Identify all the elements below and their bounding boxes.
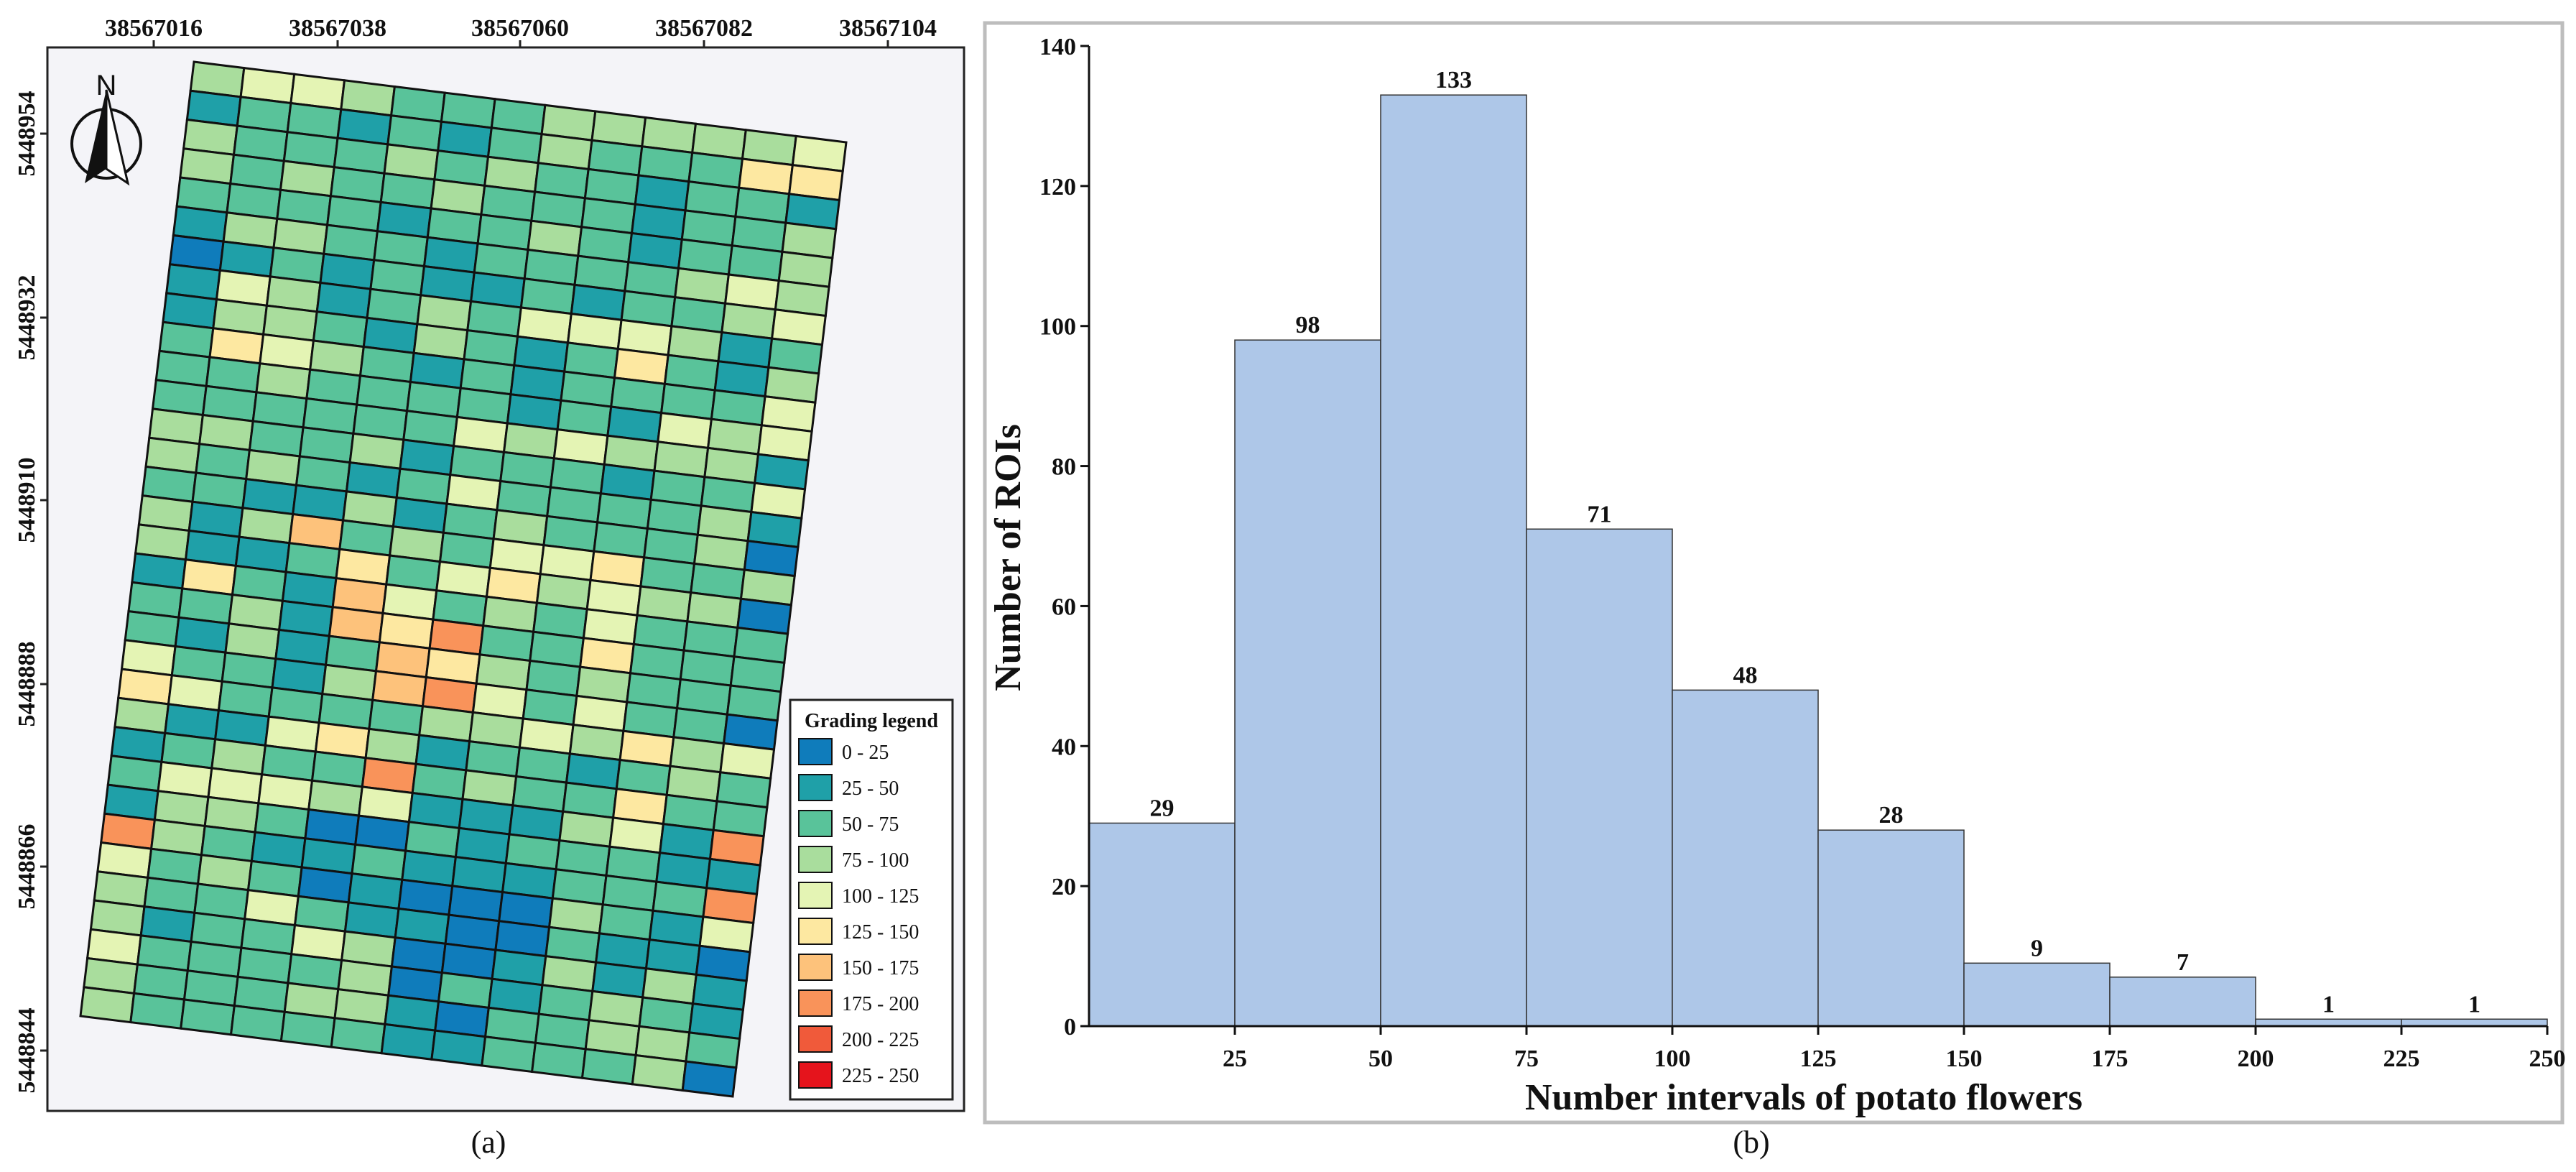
north-label: N xyxy=(96,70,117,101)
y-tick-label: 0 xyxy=(1064,1014,1076,1041)
grid-cell xyxy=(330,1017,386,1055)
grid-cell xyxy=(79,986,136,1024)
x-tick-label: 200 xyxy=(2238,1046,2274,1072)
legend-label: 25 - 50 xyxy=(842,778,899,800)
x-tick-label: 175 xyxy=(2092,1046,2128,1072)
legend-swatch xyxy=(798,774,833,801)
y-tick-label: 80 xyxy=(1052,454,1076,481)
grid-cell xyxy=(129,992,186,1030)
north-arrow-icon xyxy=(70,89,142,186)
x-tick-label: 38567016 xyxy=(105,15,203,42)
bar-data-label: 1 xyxy=(2468,991,2480,1018)
bar-data-label: 133 xyxy=(1435,67,1472,93)
grid-cell xyxy=(229,1004,286,1043)
legend-swatch xyxy=(798,1061,833,1089)
x-tick-label: 38567082 xyxy=(655,15,753,42)
histogram-bar xyxy=(1963,962,2111,1027)
histogram-bar xyxy=(1234,339,1381,1027)
caption-a: (a) xyxy=(471,1125,506,1160)
bar-data-label: 98 xyxy=(1296,312,1320,338)
y-tick-label: 60 xyxy=(1052,594,1076,620)
histogram-bar xyxy=(1088,822,1236,1027)
bar-data-label: 9 xyxy=(2031,935,2043,961)
y-axis-title: Number of ROIs xyxy=(988,424,1029,691)
caption-b: (b) xyxy=(1733,1125,1769,1160)
grid-cell xyxy=(279,1010,336,1048)
legend-items: 0 - 25 25 - 50 50 - 75 75 - 100 100 - 125 125… xyxy=(798,738,919,1089)
legend-label: 75 - 100 xyxy=(842,849,909,872)
bar-data-label: 48 xyxy=(1733,662,1758,688)
grid-cell xyxy=(580,1048,637,1086)
x-tick-label: 125 xyxy=(1800,1046,1837,1072)
legend-swatch xyxy=(798,954,833,981)
legend-swatch xyxy=(798,1025,833,1053)
y-tick-label: 40 xyxy=(1052,734,1076,760)
bar-data-label: 29 xyxy=(1150,795,1175,821)
legend-label: 150 - 175 xyxy=(842,957,919,979)
histogram-bar xyxy=(1380,94,1527,1027)
y-tick-label: 5448866 xyxy=(14,824,40,910)
y-tick-label: 120 xyxy=(1039,174,1076,200)
legend-title: Grading legend xyxy=(805,710,938,732)
histogram-bar xyxy=(1526,528,1673,1027)
legend-label: 50 - 75 xyxy=(842,813,899,836)
x-tick-label: 38567060 xyxy=(471,15,569,42)
map-grid xyxy=(79,60,848,1098)
legend-swatch xyxy=(798,738,833,765)
legend-label: 0 - 25 xyxy=(842,742,889,764)
map-axes: 38567016 38567038 38567060 38567082 38567104… xyxy=(14,15,937,1094)
x-tick-label: 75 xyxy=(1514,1046,1539,1072)
grid-cell xyxy=(430,1029,487,1067)
legend-label: 125 - 150 xyxy=(842,921,919,943)
y-tick-label: 5448910 xyxy=(14,458,40,543)
x-tick-label: 50 xyxy=(1368,1046,1393,1072)
grid-cell xyxy=(681,1060,738,1098)
grid-cell xyxy=(481,1035,537,1074)
y-tick-label: 5448932 xyxy=(14,275,40,361)
grid-cell xyxy=(180,998,236,1036)
legend-swatch xyxy=(798,918,833,945)
histogram-bar xyxy=(1672,689,1819,1027)
legend-swatch xyxy=(798,989,833,1017)
y-tick-label: 5448844 xyxy=(14,1008,40,1094)
y-tick-label: 5448888 xyxy=(14,642,40,727)
y-tick-label: 100 xyxy=(1039,314,1076,341)
y-tick-label: 20 xyxy=(1052,874,1076,900)
x-tick-label: 25 xyxy=(1223,1046,1247,1072)
legend-label: 200 - 225 xyxy=(842,1029,919,1051)
bar-data-label: 71 xyxy=(1588,501,1612,527)
x-tick-label: 38567038 xyxy=(289,15,386,42)
x-tick-label: 250 xyxy=(2529,1046,2566,1072)
histogram-bar xyxy=(1817,829,1965,1027)
grid-cell xyxy=(631,1053,687,1092)
x-tick-label: 100 xyxy=(1654,1046,1691,1072)
x-tick-label: 150 xyxy=(1946,1046,1983,1072)
x-tick-label: 225 xyxy=(2383,1046,2420,1072)
legend-swatch xyxy=(798,882,833,909)
legend-swatch xyxy=(798,846,833,873)
x-axis-title: Number intervals of potato flowers xyxy=(1525,1077,2082,1118)
legend-label: 100 - 125 xyxy=(842,885,919,908)
grid-cell xyxy=(380,1023,437,1061)
legend-swatch xyxy=(798,810,833,837)
bar-data-label: 28 xyxy=(1879,802,1904,829)
legend-label: 225 - 250 xyxy=(842,1065,919,1087)
grid-cell xyxy=(530,1041,587,1079)
legend-label: 175 - 200 xyxy=(842,993,919,1015)
histogram-bar xyxy=(2109,977,2256,1027)
bar-data-label: 1 xyxy=(2322,991,2335,1018)
x-tick-label: 38567104 xyxy=(839,15,937,42)
y-tick-label: 5448954 xyxy=(14,91,40,177)
bar-data-label: 7 xyxy=(2177,949,2189,976)
y-tick-label: 140 xyxy=(1039,34,1076,60)
